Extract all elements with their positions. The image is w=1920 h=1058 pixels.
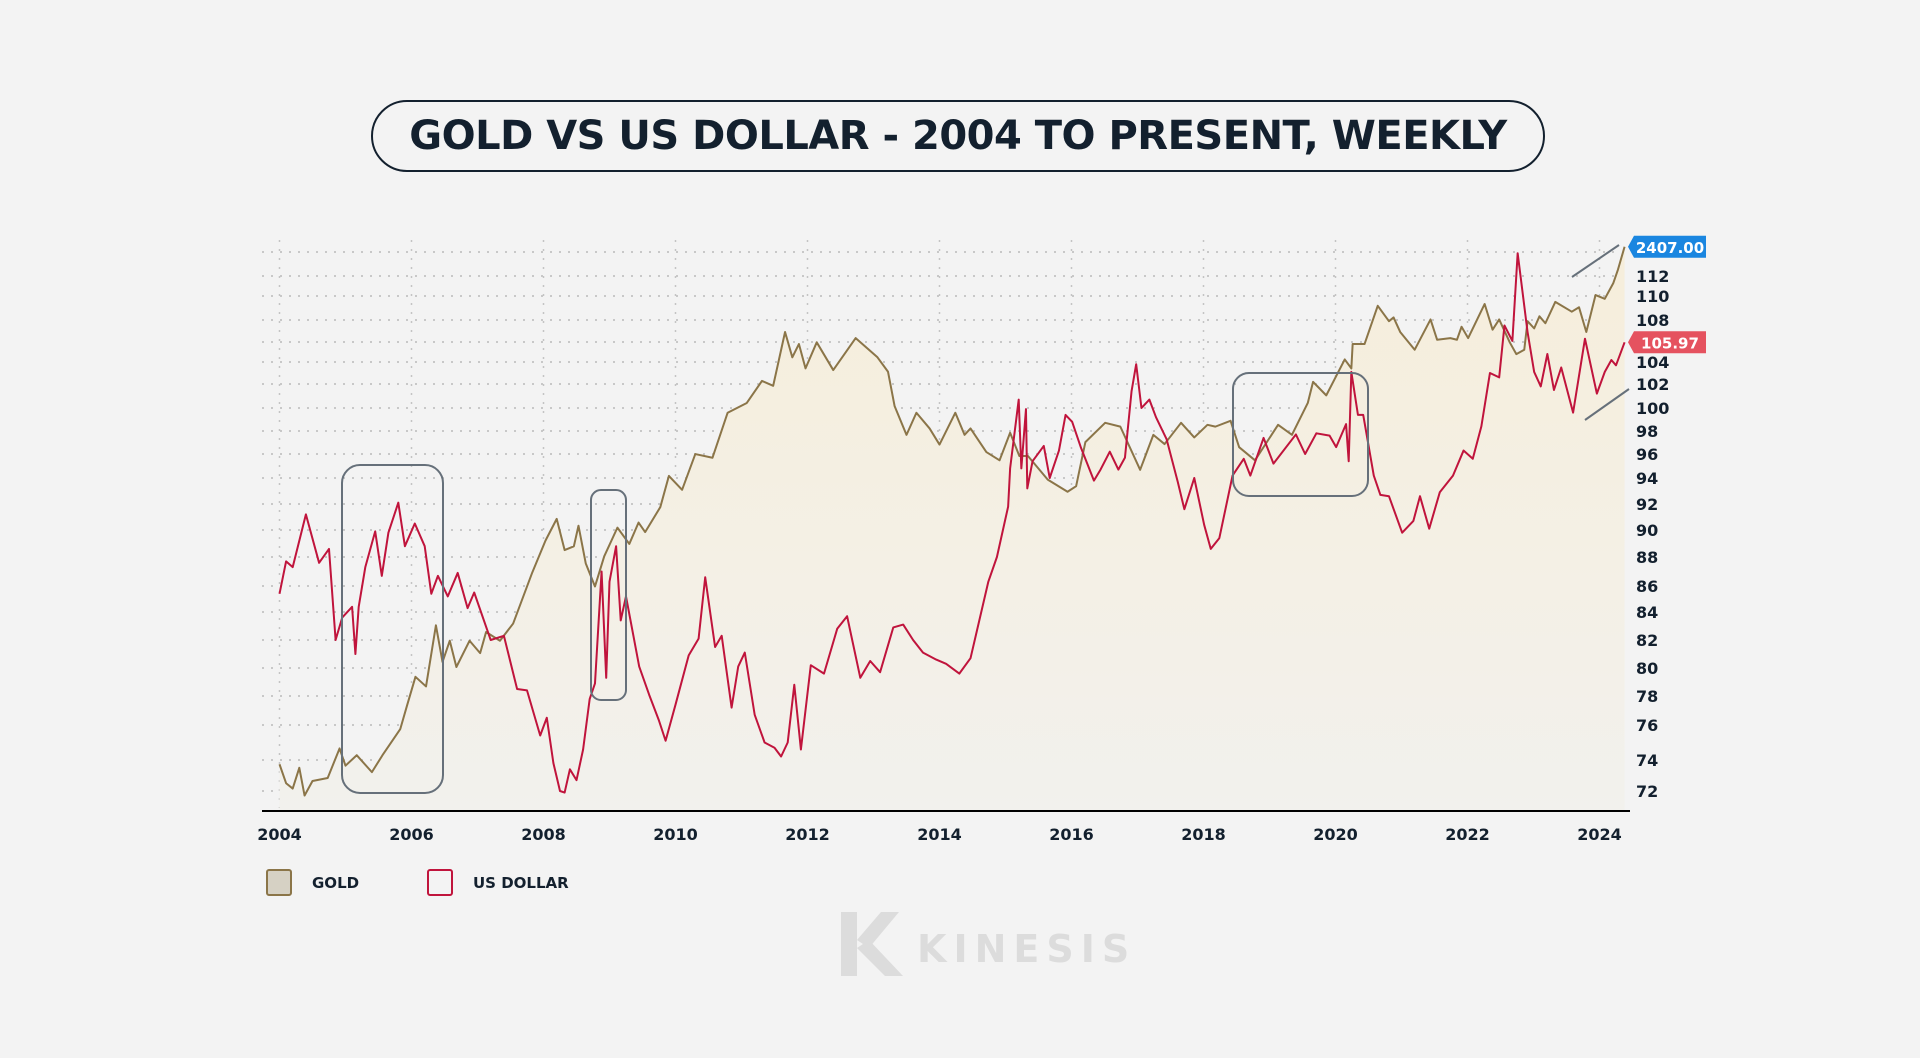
x-tick-label: 2022 [1445, 825, 1490, 844]
x-tick-label: 2020 [1313, 825, 1358, 844]
x-tick-label: 2006 [389, 825, 434, 844]
x-tick-label: 2010 [653, 825, 698, 844]
y-tick-label: 102 [1636, 375, 1669, 394]
badge-text: 2407.00 [1636, 239, 1704, 257]
logo-text: KINESIS [917, 927, 1137, 971]
legend-swatch-gold [266, 869, 292, 896]
y-tick-label: 84 [1636, 603, 1658, 622]
badge-text: 105.97 [1641, 334, 1699, 352]
legend-label-gold: GOLD [312, 873, 360, 892]
legend-item-us-dollar[interactable]: US DOLLAR [427, 869, 569, 896]
legend-item-gold[interactable]: GOLD [266, 869, 359, 896]
chart-title: GOLD VS US DOLLAR - 2004 TO PRESENT, WEE… [409, 113, 1507, 159]
badge-shape [1628, 331, 1706, 354]
series-layer [278, 246, 1626, 812]
y-tick-label: 76 [1636, 716, 1658, 735]
y-axis: 72 74 76 78 80 82 84 86 88 90 92 94 96 98 100 102 104 108… [1636, 267, 1669, 801]
y-tick-label: 104 [1636, 353, 1669, 372]
y-tick-label: 100 [1636, 399, 1669, 418]
y-tick-label: 112 [1636, 267, 1669, 286]
y-tick-label: 90 [1636, 521, 1658, 540]
y-tick-label: 72 [1636, 782, 1658, 801]
annotations [341, 244, 1630, 794]
us-dollar-last-value-badge: 105.97 [1628, 331, 1706, 354]
highlight-box-2019 [1232, 372, 1369, 497]
x-tick-label: 2012 [785, 825, 830, 844]
us-dollar-line [278, 252, 1626, 794]
y-tick-label: 98 [1636, 422, 1658, 441]
legend-label-us-dollar: US DOLLAR [473, 873, 569, 892]
y-tick-label: 86 [1636, 577, 1658, 596]
highlight-box-2008 [590, 489, 627, 701]
last-value-labels: 2407.00 105.97 [1628, 235, 1706, 354]
y-tick-label: 110 [1636, 287, 1669, 306]
badge-shape [1628, 235, 1706, 258]
x-axis: 2004 2006 2008 2010 2012 2014 2016 2018 2020 2022… [257, 825, 1622, 844]
trend-line-lower [1584, 388, 1630, 421]
highlight-box-2005 [341, 464, 444, 794]
y-tick-label: 74 [1636, 751, 1658, 770]
legend-swatch-us-dollar [427, 869, 453, 896]
kinesis-logo: KINESIS [841, 912, 1136, 976]
x-tick-label: 2004 [257, 825, 302, 844]
trend-line-upper [1571, 244, 1620, 278]
x-tick-label: 2018 [1181, 825, 1226, 844]
gold-last-value-badge: 2407.00 [1628, 235, 1706, 258]
x-tick-label: 2016 [1049, 825, 1094, 844]
x-tick-label: 2008 [521, 825, 566, 844]
chart-title-pill: GOLD VS US DOLLAR - 2004 TO PRESENT, WEE… [371, 100, 1545, 172]
y-tick-label: 94 [1636, 469, 1658, 488]
y-tick-label: 88 [1636, 548, 1658, 567]
gold-area [279, 246, 1625, 812]
x-tick-label: 2014 [917, 825, 962, 844]
kinesis-k-icon [841, 912, 903, 976]
y-tick-label: 96 [1636, 445, 1658, 464]
y-tick-label: 108 [1636, 311, 1669, 330]
y-tick-label: 92 [1636, 495, 1658, 514]
x-tick-label: 2024 [1577, 825, 1622, 844]
gold-line [278, 246, 1626, 797]
y-tick-label: 80 [1636, 659, 1658, 678]
y-tick-label: 78 [1636, 687, 1658, 706]
y-tick-label: 82 [1636, 631, 1658, 650]
